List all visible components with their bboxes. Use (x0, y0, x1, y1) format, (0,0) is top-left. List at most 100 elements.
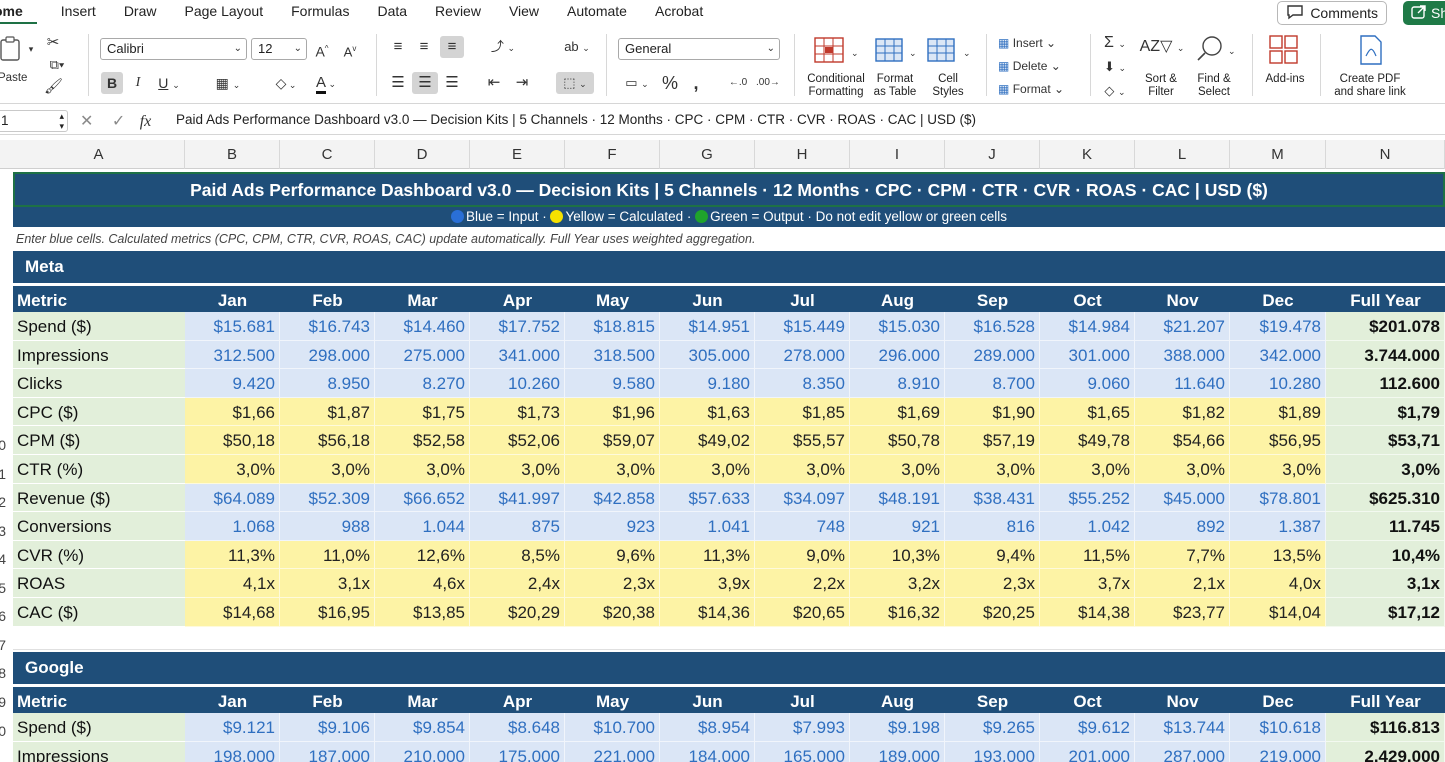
full-year-cell[interactable]: $116.813 (1326, 713, 1445, 742)
month-header[interactable]: Oct (1073, 692, 1102, 711)
add-ins-icon[interactable] (1266, 34, 1302, 66)
input-cell[interactable]: 289.000 (945, 340, 1040, 370)
full-year-cell[interactable]: $201.078 (1326, 312, 1445, 341)
input-cell[interactable]: $9.106 (280, 713, 375, 742)
calculated-cell[interactable]: $1,75 (375, 397, 470, 427)
calculated-cell[interactable]: 3,0% (755, 455, 850, 484)
input-cell[interactable]: $16.528 (945, 312, 1040, 341)
input-cell[interactable]: 219.000 (1230, 741, 1326, 762)
wrap-text-icon[interactable]: ab ⌄ (564, 39, 590, 54)
full-year-cell[interactable]: $17,12 (1326, 598, 1445, 627)
column-header-l[interactable]: L (1135, 140, 1230, 169)
decrease-indent-icon[interactable]: ⇤ (487, 74, 501, 91)
align-middle-icon[interactable]: ≡ (419, 38, 429, 55)
full-year-cell[interactable]: $1,79 (1326, 397, 1445, 427)
month-header[interactable]: Nov (1166, 692, 1199, 711)
cut-icon[interactable]: ✂ (46, 34, 60, 51)
full-year-cell[interactable]: 11.745 (1326, 512, 1445, 541)
metric-label[interactable]: CAC ($) (13, 598, 185, 627)
input-cell[interactable]: 9.180 (660, 369, 755, 398)
metric-label[interactable]: CPC ($) (13, 397, 185, 427)
input-cell[interactable]: $9.854 (375, 713, 470, 742)
calculated-cell[interactable]: 8,5% (470, 540, 565, 570)
column-header-f[interactable]: F (565, 140, 660, 169)
full-year-cell[interactable]: 3,0% (1326, 455, 1445, 484)
input-cell[interactable]: $78.801 (1230, 483, 1326, 513)
format-painter-icon[interactable]: 🖌 (44, 78, 64, 95)
calculated-cell[interactable]: 11,3% (660, 540, 755, 570)
calculated-cell[interactable]: $49,78 (1040, 426, 1135, 455)
calculated-cell[interactable]: 10,3% (850, 540, 945, 570)
month-header[interactable]: Apr (502, 291, 533, 310)
accounting-format-icon[interactable]: ▭ ⌄ (625, 75, 649, 90)
month-header[interactable]: Full Year (1350, 692, 1421, 711)
month-header[interactable]: May (595, 692, 630, 711)
metric-header[interactable]: Metric (17, 291, 68, 310)
sort-filter-icon[interactable]: AZ▽ ⌄ (1139, 38, 1185, 55)
month-header[interactable]: Aug (880, 291, 915, 310)
calculated-cell[interactable]: 3,0% (850, 455, 945, 484)
calculated-cell[interactable]: 3,0% (185, 455, 280, 484)
name-box[interactable]: 1 ▴ ▾ (0, 110, 68, 132)
input-cell[interactable]: 201.000 (1040, 741, 1135, 762)
column-header-g[interactable]: G (660, 140, 755, 169)
calculated-cell[interactable]: $1,85 (755, 397, 850, 427)
input-cell[interactable]: 9.420 (185, 369, 280, 398)
full-year-cell[interactable]: 10,4% (1326, 540, 1445, 570)
calculated-cell[interactable]: 4,6x (375, 569, 470, 598)
month-header[interactable]: Apr (502, 692, 533, 711)
metric-label[interactable]: ROAS (13, 569, 185, 598)
month-header[interactable]: Nov (1166, 291, 1199, 310)
row-number[interactable]: 1 (0, 466, 6, 482)
input-cell[interactable]: 1.044 (375, 512, 470, 541)
input-cell[interactable]: 296.000 (850, 340, 945, 370)
month-header[interactable]: Oct (1073, 291, 1102, 310)
input-cell[interactable]: 342.000 (1230, 340, 1326, 370)
input-cell[interactable]: 287.000 (1135, 741, 1230, 762)
input-cell[interactable]: 210.000 (375, 741, 470, 762)
italic-button[interactable]: I (135, 75, 141, 90)
input-cell[interactable]: 10.260 (470, 369, 565, 398)
metric-label[interactable]: Clicks (13, 369, 185, 398)
calculated-cell[interactable]: $14,38 (1040, 598, 1135, 627)
input-cell[interactable]: 175.000 (470, 741, 565, 762)
column-header-d[interactable]: D (375, 140, 470, 169)
column-header-a[interactable]: A (13, 140, 185, 169)
input-cell[interactable]: 305.000 (660, 340, 755, 370)
month-header[interactable]: Jan (217, 291, 248, 310)
input-cell[interactable]: $8.954 (660, 713, 755, 742)
input-cell[interactable]: $38.431 (945, 483, 1040, 513)
decrease-font-icon[interactable]: Av (343, 44, 357, 60)
input-cell[interactable]: 8.700 (945, 369, 1040, 398)
column-header-b[interactable]: B (185, 140, 280, 169)
align-bottom-icon[interactable]: ≡ (440, 36, 464, 58)
metric-label[interactable]: CTR (%) (13, 455, 185, 484)
align-top-icon[interactable]: ≡ (393, 38, 403, 55)
metric-label[interactable]: Impressions (13, 741, 185, 762)
insert-cells-button[interactable]: ▦ Insert ⌄ (998, 36, 1057, 50)
input-cell[interactable]: $21.207 (1135, 312, 1230, 341)
borders-icon[interactable]: ▦ ⌄ (215, 75, 241, 91)
month-header[interactable]: Mar (407, 692, 438, 711)
input-cell[interactable]: 312.500 (185, 340, 280, 370)
input-cell[interactable]: 11.640 (1135, 369, 1230, 398)
input-cell[interactable]: $8.648 (470, 713, 565, 742)
calculated-cell[interactable]: 3,7x (1040, 569, 1135, 598)
fx-icon[interactable]: fx (139, 113, 152, 130)
column-header-e[interactable]: E (470, 140, 565, 169)
input-cell[interactable]: 187.000 (280, 741, 375, 762)
input-cell[interactable]: $15.449 (755, 312, 850, 341)
input-cell[interactable]: $13.744 (1135, 713, 1230, 742)
orientation-icon[interactable]: ⤴ ⌄ (490, 39, 516, 54)
cell-styles-icon[interactable]: ⌄ (924, 36, 974, 66)
input-cell[interactable]: 988 (280, 512, 375, 541)
input-cell[interactable]: 8.350 (755, 369, 850, 398)
calculated-cell[interactable]: $13,85 (375, 598, 470, 627)
month-header[interactable]: Sep (976, 692, 1009, 711)
input-cell[interactable]: 8.910 (850, 369, 945, 398)
input-cell[interactable]: 278.000 (755, 340, 850, 370)
calculated-cell[interactable]: 3,2x (850, 569, 945, 598)
calculated-cell[interactable]: 3,0% (375, 455, 470, 484)
column-header-j[interactable]: J (945, 140, 1040, 169)
comments-button[interactable]: Comments (1277, 1, 1387, 25)
